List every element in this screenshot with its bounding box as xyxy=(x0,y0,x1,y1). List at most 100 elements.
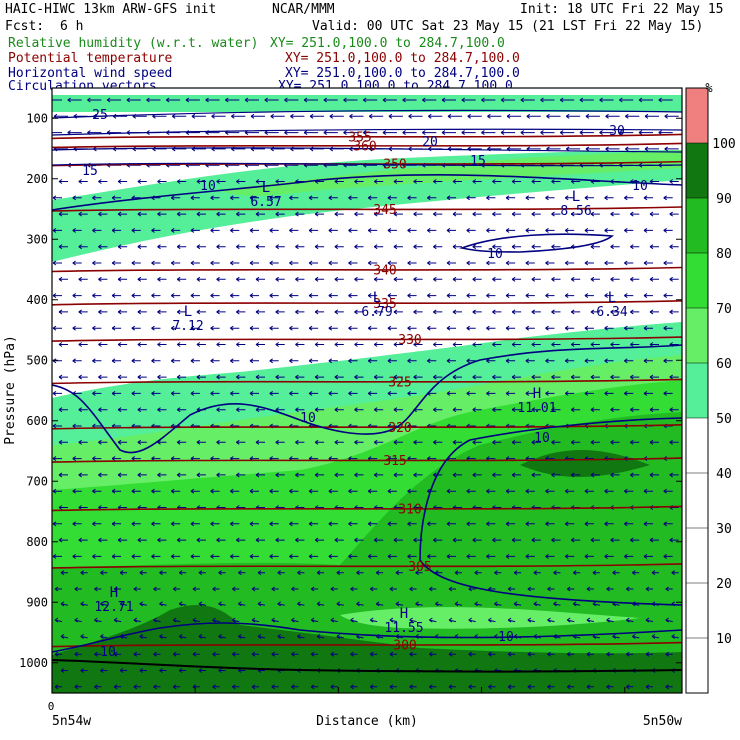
vector-arrow xyxy=(664,146,679,152)
vector-arrow xyxy=(348,553,358,559)
vector-arrow xyxy=(584,553,594,559)
vector-arrow xyxy=(590,407,600,413)
vector-arrow xyxy=(559,97,575,103)
colorbar-tick-label: 90 xyxy=(716,192,732,207)
vector-arrow xyxy=(238,570,246,576)
vector-arrow xyxy=(176,309,187,315)
vector-arrow xyxy=(486,553,496,559)
vector-arrow xyxy=(178,570,187,576)
vector-arrow xyxy=(170,553,181,559)
vector-arrow xyxy=(295,439,305,445)
vector-arrow xyxy=(630,374,640,380)
vector-arrow xyxy=(605,146,620,152)
vector-arrow xyxy=(669,309,679,315)
theta-line xyxy=(52,641,682,648)
vector-arrow xyxy=(367,358,378,364)
vector-arrow xyxy=(264,97,279,103)
vector-arrow xyxy=(382,130,397,136)
vector-arrow xyxy=(275,472,285,478)
vector-arrow xyxy=(275,407,285,413)
vector-arrow xyxy=(249,390,259,396)
vector-arrow xyxy=(525,260,535,266)
vector-arrow xyxy=(111,390,122,396)
legend-wind-name: Horizontal wind speed xyxy=(8,66,173,81)
vector-arrow xyxy=(98,309,108,315)
vector-arrow xyxy=(314,309,325,315)
vector-arrow xyxy=(669,537,679,543)
vector-arrow xyxy=(472,211,482,217)
vector-arrow xyxy=(393,309,403,315)
vector-arrow xyxy=(216,276,226,282)
vector-arrow xyxy=(507,684,516,690)
vector-arrow xyxy=(111,521,122,527)
y-tick-label: 400 xyxy=(26,293,48,307)
vector-arrow xyxy=(551,244,561,250)
colorbar-tick-label: 60 xyxy=(716,357,732,372)
vector-arrow xyxy=(570,276,581,282)
vector-arrow xyxy=(139,570,147,576)
vector-arrow xyxy=(599,97,614,103)
vector-arrow xyxy=(210,488,220,494)
vector-arrow xyxy=(289,521,299,527)
vector-arrow xyxy=(367,260,378,266)
vector-arrow xyxy=(303,97,319,103)
vector-arrow xyxy=(98,211,108,217)
vector-arrow xyxy=(625,146,640,152)
vector-arrow xyxy=(632,570,640,576)
vector-arrow xyxy=(461,97,476,103)
x-axis-title: Distance (km) xyxy=(316,714,418,729)
vector-arrow xyxy=(216,309,226,315)
vector-arrow xyxy=(198,570,206,576)
extremum-letter: H xyxy=(110,585,118,601)
vector-arrow xyxy=(407,488,417,494)
vector-arrow xyxy=(230,521,240,527)
vector-arrow xyxy=(452,439,462,445)
vector-arrow xyxy=(505,521,516,527)
vector-arrow xyxy=(427,260,437,266)
vector-arrow xyxy=(395,601,404,607)
vector-arrow xyxy=(133,651,141,657)
vector-arrow xyxy=(137,439,147,445)
vector-arrow xyxy=(117,472,128,478)
vector-arrow xyxy=(638,130,653,136)
wind-label: 10 xyxy=(300,411,316,426)
vector-arrow xyxy=(570,211,581,217)
vector-arrow xyxy=(334,211,344,217)
vector-arrow xyxy=(408,113,423,119)
theta-line xyxy=(52,206,682,212)
vector-arrow xyxy=(170,488,181,494)
wind-label: 20 xyxy=(422,135,438,150)
vector-arrow xyxy=(570,472,581,478)
vector-arrow xyxy=(452,211,462,217)
vector-arrow xyxy=(525,358,535,364)
vector-arrow xyxy=(58,374,68,380)
vector-arrow xyxy=(354,374,364,380)
vector-arrow xyxy=(210,521,220,527)
vector-arrow xyxy=(314,407,325,413)
vector-arrow xyxy=(545,195,555,201)
vector-arrow xyxy=(230,293,240,299)
vector-arrow xyxy=(314,276,325,282)
vector-arrow xyxy=(472,179,482,184)
vector-arrow xyxy=(525,293,535,299)
vector-arrow xyxy=(452,537,462,543)
vector-arrow xyxy=(334,309,344,315)
theta-label: 300 xyxy=(393,639,416,654)
vector-arrow xyxy=(604,358,614,364)
vector-arrow xyxy=(413,374,423,380)
vector-arrow xyxy=(505,325,516,331)
vector-arrow xyxy=(232,651,240,657)
vector-arrow xyxy=(78,472,88,478)
extremum-letter: H xyxy=(400,606,408,622)
vector-arrow xyxy=(271,586,279,592)
vector-arrow xyxy=(610,439,620,445)
vector-arrow xyxy=(407,195,417,201)
vector-arrow xyxy=(172,684,181,690)
vector-arrow xyxy=(448,651,456,657)
vector-arrow xyxy=(117,276,128,282)
vector-arrow xyxy=(572,570,581,576)
vector-arrow xyxy=(98,276,108,282)
vector-arrow xyxy=(413,211,423,217)
vector-arrow xyxy=(645,651,653,657)
vector-arrow xyxy=(151,521,161,527)
